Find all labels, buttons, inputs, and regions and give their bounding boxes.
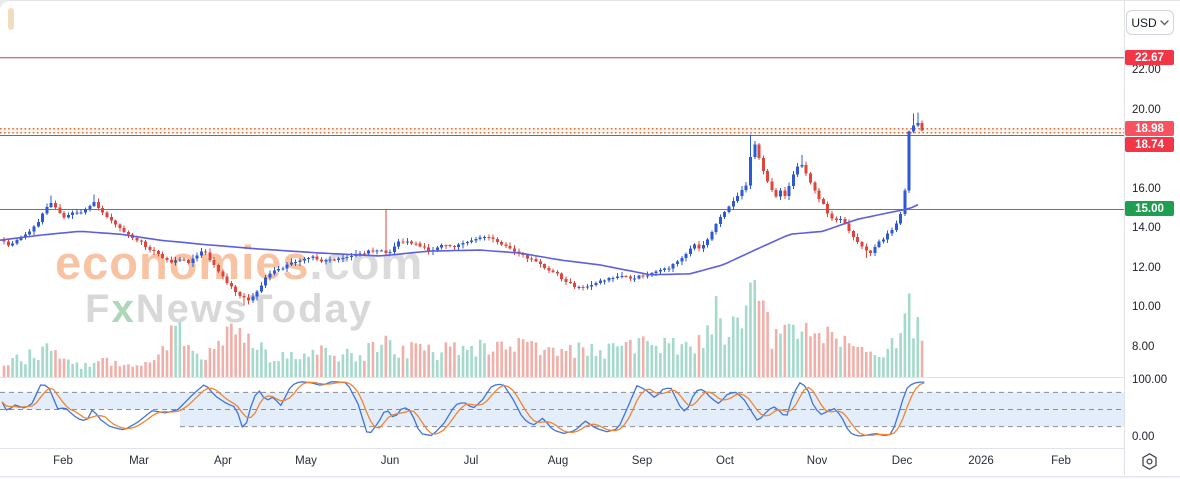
time-tick-label: Nov [806, 455, 828, 467]
price-axis[interactable]: 22.00 20.00 16.00 14.00 12.00 10.00 8.00 100.00… [1124, 1, 1180, 475]
currency-selector[interactable]: USD [1126, 10, 1174, 35]
time-tick-label: May [295, 455, 317, 467]
current-price-band [0, 128, 1124, 134]
axis-tick-label: 20.00 [1132, 104, 1161, 116]
price-badge: 22.67 [1125, 50, 1174, 65]
chevron-down-icon [1159, 19, 1169, 25]
price-badge: 18.74 [1125, 137, 1174, 152]
axis-tick-label: 22.00 [1132, 64, 1161, 76]
price-badge: 18.98 [1125, 121, 1174, 136]
panel-divider [0, 377, 1180, 378]
stoch-d-line [1, 381, 925, 437]
time-axis[interactable]: Feb Mar Apr May Jun Jul Aug Sep Oct Nov Dec 2026 Feb [0, 449, 1124, 475]
time-tick-label: Sep [631, 455, 653, 467]
stoch-band-left [0, 392, 180, 410]
axis-tick-label: 0.00 [1132, 431, 1155, 443]
indicator-settings-icon[interactable] [1140, 452, 1159, 471]
time-tick-label: Feb [1051, 455, 1071, 467]
time-tick-label: Feb [53, 455, 73, 467]
bottom-strip [0, 476, 1180, 479]
axis-tick-label: 12.00 [1132, 262, 1161, 274]
time-tick-label: Jun [380, 455, 400, 467]
time-tick-label: 2026 [968, 455, 994, 467]
axis-tick-label: 16.00 [1132, 183, 1161, 195]
moving-average-line [0, 203, 919, 276]
candles-layer [2, 112, 924, 306]
time-tick-label: Dec [891, 455, 913, 467]
time-tick-label: Oct [716, 455, 734, 467]
axis-tick-label: 8.00 [1132, 341, 1155, 353]
volume-layer [2, 280, 924, 377]
axis-tick-label: 100.00 [1132, 374, 1168, 386]
time-axis-divider [0, 448, 1180, 449]
partial-logo-mark [8, 8, 14, 30]
time-tick-label: Mar [129, 455, 149, 467]
hexagon-gear-icon [1142, 453, 1157, 470]
time-tick-label: Aug [547, 455, 569, 467]
axis-tick-label: 10.00 [1132, 301, 1161, 313]
time-tick-label: Apr [214, 455, 232, 467]
stoch-k-line [1, 380, 925, 437]
currency-label: USD [1131, 15, 1157, 30]
price-chart-plot[interactable] [0, 1, 1124, 448]
axis-tick-label: 14.00 [1132, 222, 1161, 234]
price-badge: 15.00 [1125, 201, 1174, 216]
time-tick-label: Jul [463, 455, 479, 467]
